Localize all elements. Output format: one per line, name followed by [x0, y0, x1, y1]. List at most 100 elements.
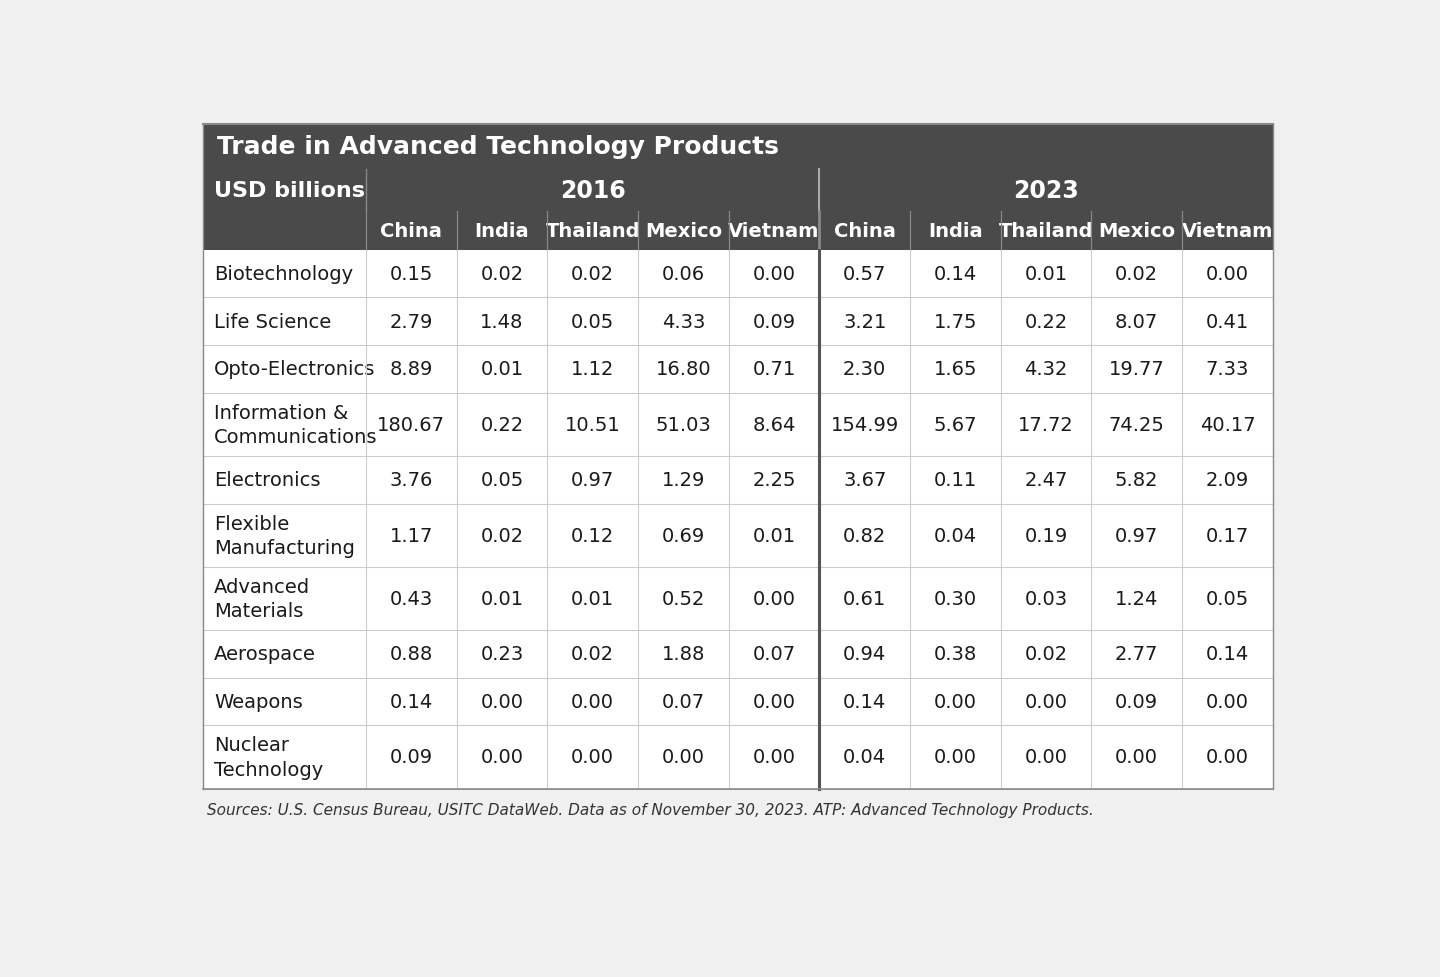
- Text: 0.09: 0.09: [753, 313, 795, 331]
- Text: 0.43: 0.43: [390, 589, 433, 609]
- Text: 0.14: 0.14: [390, 693, 433, 711]
- Text: 0.01: 0.01: [753, 527, 795, 545]
- Text: 1.29: 1.29: [661, 471, 706, 489]
- Text: 2016: 2016: [560, 179, 625, 202]
- Text: Advanced
Materials: Advanced Materials: [215, 577, 310, 620]
- Bar: [203, 630, 1273, 678]
- Text: 0.57: 0.57: [842, 265, 887, 283]
- Text: 0.41: 0.41: [1205, 313, 1248, 331]
- Text: Nuclear
Technology: Nuclear Technology: [215, 736, 324, 779]
- Text: Weapons: Weapons: [215, 693, 302, 711]
- Text: 40.17: 40.17: [1200, 415, 1256, 435]
- Bar: [203, 726, 1273, 788]
- Text: 4.32: 4.32: [1024, 361, 1067, 379]
- Text: 0.71: 0.71: [753, 361, 796, 379]
- Text: 0.00: 0.00: [481, 747, 524, 767]
- Text: 0.88: 0.88: [390, 645, 433, 663]
- Text: 2.09: 2.09: [1205, 471, 1248, 489]
- Bar: [203, 125, 1273, 170]
- Text: 0.00: 0.00: [481, 693, 524, 711]
- Text: 0.01: 0.01: [481, 361, 524, 379]
- Text: 0.61: 0.61: [842, 589, 887, 609]
- Text: 0.22: 0.22: [481, 415, 524, 435]
- Text: 0.00: 0.00: [753, 747, 795, 767]
- Text: 0.01: 0.01: [1024, 265, 1067, 283]
- Text: 2023: 2023: [1014, 179, 1079, 202]
- Text: Thailand: Thailand: [546, 222, 639, 240]
- Text: 3.21: 3.21: [842, 313, 887, 331]
- Text: 4.33: 4.33: [661, 313, 706, 331]
- Bar: [203, 456, 1273, 504]
- Text: 0.05: 0.05: [572, 313, 615, 331]
- Text: 2.25: 2.25: [752, 471, 796, 489]
- Text: Mexico: Mexico: [645, 222, 721, 240]
- Text: 0.00: 0.00: [1115, 747, 1158, 767]
- Text: 8.07: 8.07: [1115, 313, 1158, 331]
- Text: 0.02: 0.02: [572, 265, 615, 283]
- Text: 17.72: 17.72: [1018, 415, 1074, 435]
- Text: 0.00: 0.00: [662, 747, 704, 767]
- Text: 3.67: 3.67: [842, 471, 887, 489]
- Text: 8.64: 8.64: [752, 415, 796, 435]
- Text: 0.22: 0.22: [1024, 313, 1067, 331]
- Text: 0.97: 0.97: [1115, 527, 1158, 545]
- Text: 0.06: 0.06: [662, 265, 706, 283]
- Text: 1.75: 1.75: [933, 313, 978, 331]
- Text: 19.77: 19.77: [1109, 361, 1165, 379]
- Text: India: India: [475, 222, 530, 240]
- Text: 154.99: 154.99: [831, 415, 899, 435]
- Text: 1.12: 1.12: [572, 361, 615, 379]
- Text: Flexible
Manufacturing: Flexible Manufacturing: [215, 514, 356, 557]
- Text: 0.01: 0.01: [572, 589, 615, 609]
- Text: 0.00: 0.00: [1025, 693, 1067, 711]
- Text: Thailand: Thailand: [999, 222, 1093, 240]
- Text: 74.25: 74.25: [1109, 415, 1165, 435]
- Text: 0.07: 0.07: [662, 693, 706, 711]
- Bar: [203, 212, 1273, 250]
- Text: 1.24: 1.24: [1115, 589, 1158, 609]
- Text: 1.65: 1.65: [933, 361, 978, 379]
- Text: 0.00: 0.00: [935, 693, 976, 711]
- Text: 1.48: 1.48: [481, 313, 524, 331]
- Text: Opto-Electronics: Opto-Electronics: [215, 361, 376, 379]
- Text: 0.00: 0.00: [753, 589, 795, 609]
- Text: USD billions: USD billions: [215, 181, 366, 200]
- Bar: [203, 568, 1273, 630]
- Text: 0.38: 0.38: [933, 645, 976, 663]
- Text: 2.47: 2.47: [1024, 471, 1067, 489]
- Text: 0.11: 0.11: [933, 471, 976, 489]
- Text: 0.00: 0.00: [572, 693, 615, 711]
- Text: 0.02: 0.02: [481, 265, 524, 283]
- Bar: [203, 394, 1273, 456]
- Text: 0.97: 0.97: [572, 471, 615, 489]
- Text: Life Science: Life Science: [215, 313, 331, 331]
- Text: 0.00: 0.00: [1025, 747, 1067, 767]
- Text: 180.67: 180.67: [377, 415, 445, 435]
- Text: 16.80: 16.80: [655, 361, 711, 379]
- Text: 0.69: 0.69: [662, 527, 706, 545]
- Text: 0.02: 0.02: [1024, 645, 1067, 663]
- Text: China: China: [834, 222, 896, 240]
- Text: 0.19: 0.19: [1024, 527, 1067, 545]
- Text: 10.51: 10.51: [564, 415, 621, 435]
- Text: 0.14: 0.14: [1205, 645, 1248, 663]
- Text: 0.09: 0.09: [1115, 693, 1158, 711]
- Text: 3.76: 3.76: [390, 471, 433, 489]
- Text: 8.89: 8.89: [390, 361, 433, 379]
- Text: 0.01: 0.01: [481, 589, 524, 609]
- Text: 2.30: 2.30: [842, 361, 887, 379]
- Text: 0.17: 0.17: [1205, 527, 1248, 545]
- Text: 0.03: 0.03: [1024, 589, 1067, 609]
- Text: 0.12: 0.12: [572, 527, 615, 545]
- Text: Sources: U.S. Census Bureau, USITC DataWeb. Data as of November 30, 2023. ATP: A: Sources: U.S. Census Bureau, USITC DataW…: [207, 802, 1094, 818]
- Text: 0.05: 0.05: [481, 471, 524, 489]
- Text: 1.88: 1.88: [661, 645, 706, 663]
- Text: 0.00: 0.00: [1205, 693, 1248, 711]
- Text: Vietnam: Vietnam: [729, 222, 819, 240]
- Text: 0.23: 0.23: [481, 645, 524, 663]
- Text: Vietnam: Vietnam: [1182, 222, 1273, 240]
- Text: 51.03: 51.03: [655, 415, 711, 435]
- Text: 0.02: 0.02: [572, 645, 615, 663]
- Text: 0.00: 0.00: [935, 747, 976, 767]
- Bar: [203, 298, 1273, 346]
